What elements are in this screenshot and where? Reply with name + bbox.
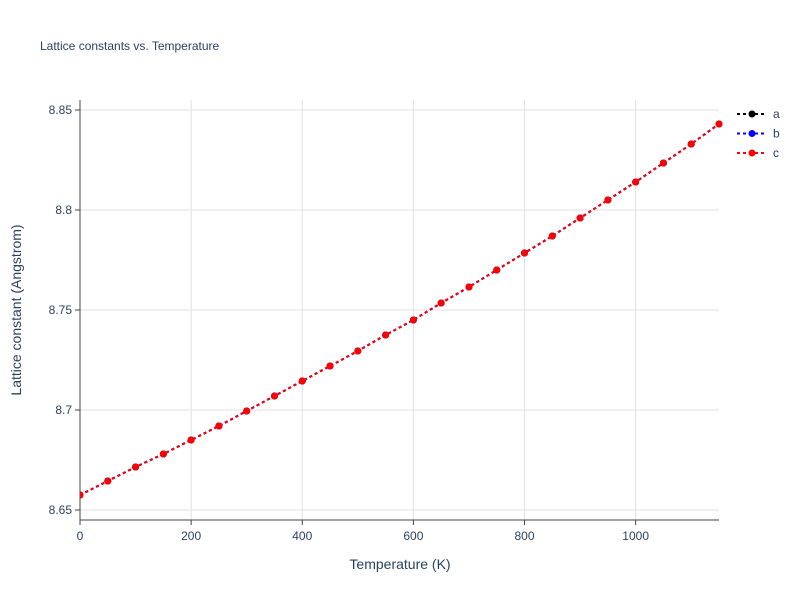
data-point-c xyxy=(159,450,167,458)
series-line-c xyxy=(80,123,720,496)
data-point-c xyxy=(187,436,195,444)
data-point-c xyxy=(270,392,278,400)
data-point-c xyxy=(659,159,667,167)
x-tick-label: 400 xyxy=(292,529,312,543)
data-point-c xyxy=(382,331,390,339)
data-point-c xyxy=(715,120,723,128)
data-point-c xyxy=(604,196,612,204)
x-tick-label: 600 xyxy=(403,529,423,543)
data-point-c xyxy=(354,347,362,355)
data-point-c xyxy=(548,232,556,240)
x-tick-label: 800 xyxy=(515,529,535,543)
y-tick-label: 8.8 xyxy=(55,203,72,217)
y-tick-label: 8.7 xyxy=(55,403,72,417)
data-point-c xyxy=(80,491,84,499)
data-point-c xyxy=(298,377,306,385)
y-tick-label: 8.65 xyxy=(49,503,73,517)
data-point-c xyxy=(493,266,501,274)
x-tick-label: 1000 xyxy=(622,529,649,543)
legend-marker-c xyxy=(748,149,756,157)
x-tick-label: 0 xyxy=(77,529,84,543)
chart-title: Lattice constants vs. Temperature xyxy=(40,39,220,53)
legend-label-a: a xyxy=(773,107,780,121)
data-point-c xyxy=(576,214,584,222)
legend-label-b: b xyxy=(773,127,780,141)
data-point-c xyxy=(409,316,417,324)
series-c xyxy=(80,120,723,499)
data-point-c xyxy=(326,362,334,370)
y-tick-label: 8.75 xyxy=(49,303,73,317)
data-point-c xyxy=(437,299,445,307)
data-point-c xyxy=(521,249,529,257)
data-point-c xyxy=(687,140,695,148)
legend-marker-b xyxy=(748,130,756,137)
legend-label-c: c xyxy=(773,146,779,160)
data-point-c xyxy=(632,178,640,186)
data-point-c xyxy=(132,463,140,471)
data-point-c xyxy=(465,283,473,291)
y-tick-label: 8.85 xyxy=(49,103,73,117)
legend-marker-a xyxy=(748,110,756,118)
data-point-c xyxy=(215,422,223,430)
data-point-c xyxy=(104,477,112,485)
y-axis-label: Lattice constant (Angstrom) xyxy=(8,224,24,395)
x-axis-label: Temperature (K) xyxy=(349,556,450,572)
data-point-c xyxy=(243,407,251,415)
x-tick-label: 200 xyxy=(181,529,201,543)
